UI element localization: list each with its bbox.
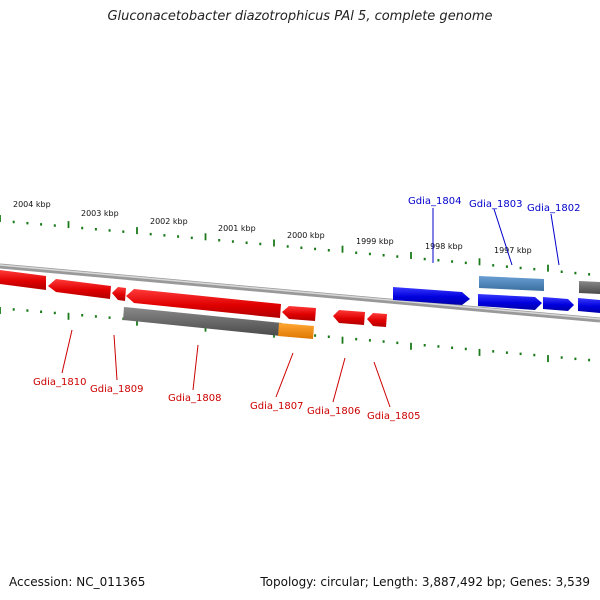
gene-label-gdia-1809[interactable]: Gdia_1809	[90, 384, 143, 395]
ruler-label: 2002 kbp	[150, 217, 188, 226]
leader-line-gdia-1809	[113, 334, 118, 381]
gene-gdia-1808[interactable]	[126, 289, 281, 318]
gene-label-gdia-1803[interactable]: Gdia_1803	[469, 199, 522, 210]
forward-gene-labels: Gdia_1804 Gdia_1803 Gdia_1802	[408, 196, 580, 214]
feature-grey-lower[interactable]	[123, 307, 282, 336]
ruler-ticks-upper	[0, 215, 591, 276]
accession-text: Accession: NC_011365	[9, 575, 146, 589]
gene-gdia-1806[interactable]	[333, 310, 365, 325]
gene-gdia-1804[interactable]	[393, 287, 470, 305]
ruler-label: 1999 kbp	[356, 237, 394, 246]
feature-orange-lower[interactable]	[278, 323, 314, 339]
gene-gdia-1805[interactable]	[367, 313, 387, 327]
gene-gdia-1802[interactable]	[543, 297, 574, 311]
gene-gdia-1803[interactable]	[478, 294, 542, 310]
ruler-label: 2000 kbp	[287, 231, 325, 240]
ruler-label: 1997 kbp	[494, 246, 532, 255]
leader-line-gdia-1808	[192, 344, 199, 391]
gene-gdia-1807[interactable]	[282, 306, 316, 321]
ruler-label: 2003 kbp	[81, 209, 119, 218]
gene-label-gdia-1802[interactable]: Gdia_1802	[527, 203, 580, 214]
leader-line-gdia-1805	[373, 361, 391, 408]
gene-edge-right[interactable]	[578, 298, 600, 313]
gene-label-gdia-1806[interactable]: Gdia_1806	[307, 406, 360, 417]
reverse-gene-labels: Gdia_1810 Gdia_1809 Gdia_1808 Gdia_1807 …	[33, 377, 420, 422]
leader-line-gdia-1807	[275, 352, 294, 398]
reverse-strand-genes	[0, 270, 387, 327]
ruler-label: 2004 kbp	[13, 200, 51, 209]
leader-line-gdia-1806	[332, 357, 346, 403]
gene-label-gdia-1804[interactable]: Gdia_1804	[408, 196, 461, 207]
gene-gdia-1809[interactable]	[48, 279, 111, 299]
gene-label-gdia-1810[interactable]: Gdia_1810	[33, 377, 86, 388]
feature-grey-upper[interactable]	[579, 281, 600, 294]
forward-strand-genes	[393, 287, 600, 313]
ruler-labels: 2004 kbp 2003 kbp 2002 kbp 2001 kbp 2000…	[13, 200, 532, 255]
leader-line-gdia-1810	[61, 329, 73, 374]
leader-line-gdia-1803	[493, 208, 513, 266]
leader-line-gdia-1802	[550, 213, 560, 266]
gene-label-gdia-1808[interactable]: Gdia_1808	[168, 393, 221, 404]
gene-gdia-1810[interactable]	[0, 270, 46, 290]
gene-label-gdia-1805[interactable]: Gdia_1805	[367, 411, 420, 422]
genome-summary-text: Topology: circular; Length: 3,887,492 bp…	[260, 575, 590, 589]
forward-leader-lines	[432, 208, 560, 266]
page-title: Gluconacetobacter diazotrophicus PAl 5, …	[107, 9, 493, 24]
feature-lightblue-upper[interactable]	[479, 276, 544, 291]
ruler-label: 2001 kbp	[218, 224, 256, 233]
reverse-leader-lines	[61, 329, 391, 408]
gene-gdia-1810b[interactable]	[112, 287, 126, 301]
gene-label-gdia-1807[interactable]: Gdia_1807	[250, 401, 303, 412]
genome-backbone-highlight	[0, 264, 600, 320]
ruler-label: 1998 kbp	[425, 242, 463, 251]
